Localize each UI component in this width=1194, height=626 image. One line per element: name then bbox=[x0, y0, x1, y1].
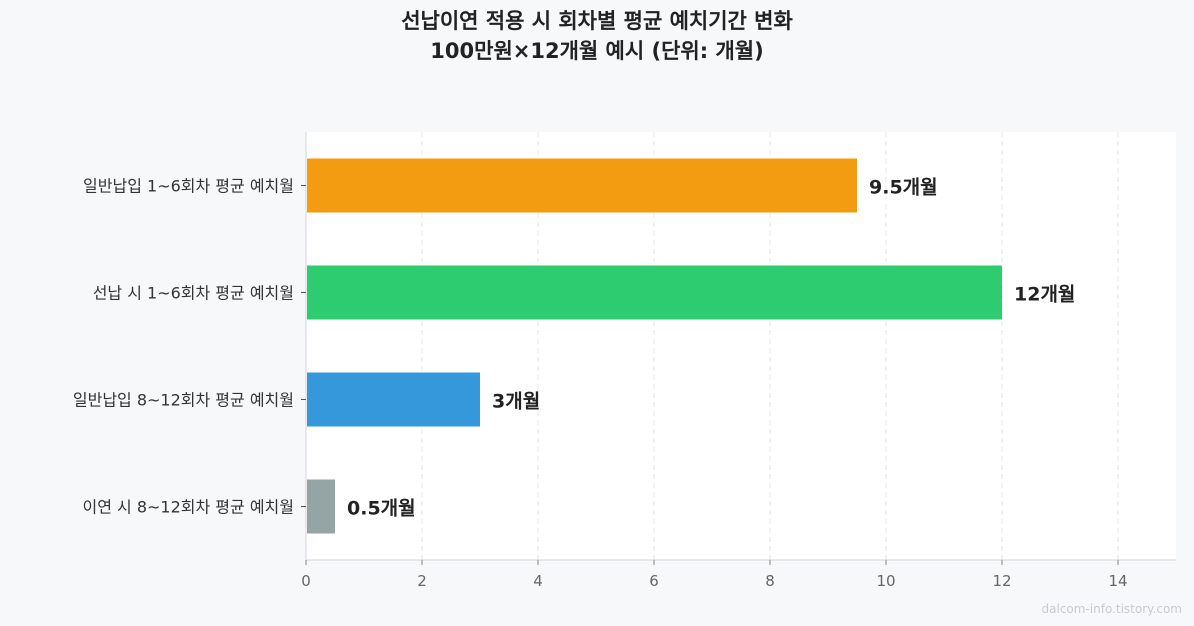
data-label: 9.5개월 bbox=[869, 177, 938, 199]
x-tick-label: 4 bbox=[533, 572, 543, 590]
bar bbox=[307, 479, 335, 534]
category-label: 일반납입 1~6회차 평균 예치월 bbox=[83, 177, 294, 196]
x-tick-label: 14 bbox=[1108, 572, 1127, 590]
chart-title-line2: 100만원×12개월 예시 (단위: 개월) bbox=[430, 39, 764, 63]
x-tick-label: 12 bbox=[992, 572, 1011, 590]
x-tick-label: 0 bbox=[301, 572, 311, 590]
x-tick-label: 10 bbox=[876, 572, 895, 590]
data-label: 12개월 bbox=[1014, 284, 1075, 306]
watermark: dalcom-info.tistory.com bbox=[1041, 602, 1182, 616]
x-tick-label: 6 bbox=[649, 572, 659, 590]
chart-title: 선납이연 적용 시 회차별 평균 예치기간 변화 100만원×12개월 예시 (… bbox=[0, 6, 1194, 66]
x-tick-label: 2 bbox=[417, 572, 427, 590]
x-tick-label: 8 bbox=[765, 572, 775, 590]
category-label: 이연 시 8~12회차 평균 예치월 bbox=[83, 498, 295, 517]
data-label: 0.5개월 bbox=[347, 498, 416, 520]
category-label: 일반납입 8~12회차 평균 예치월 bbox=[73, 391, 294, 410]
bar bbox=[307, 158, 857, 213]
data-label: 3개월 bbox=[492, 391, 540, 413]
bar bbox=[307, 265, 1002, 320]
bar bbox=[307, 372, 480, 427]
category-label: 선납 시 1~6회차 평균 예치월 bbox=[93, 284, 294, 303]
chart-title-line1: 선납이연 적용 시 회차별 평균 예치기간 변화 bbox=[401, 9, 793, 33]
